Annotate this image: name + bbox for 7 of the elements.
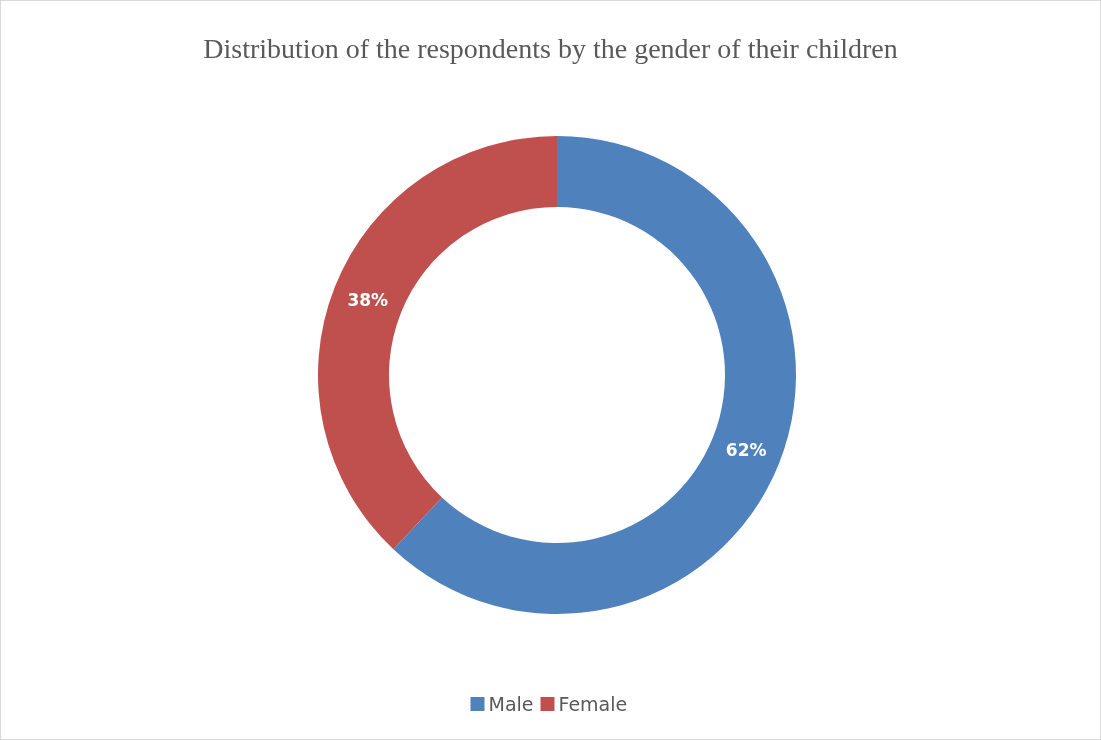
legend-label: Male [488, 693, 534, 715]
data-label: 38% [347, 290, 389, 311]
chart-title: Distribution of the respondents by the gender of their children [203, 33, 898, 64]
donut-slice [393, 136, 796, 614]
legend-label: Female [558, 693, 628, 715]
donut-slice [318, 136, 557, 550]
data-label: 62% [725, 439, 767, 460]
